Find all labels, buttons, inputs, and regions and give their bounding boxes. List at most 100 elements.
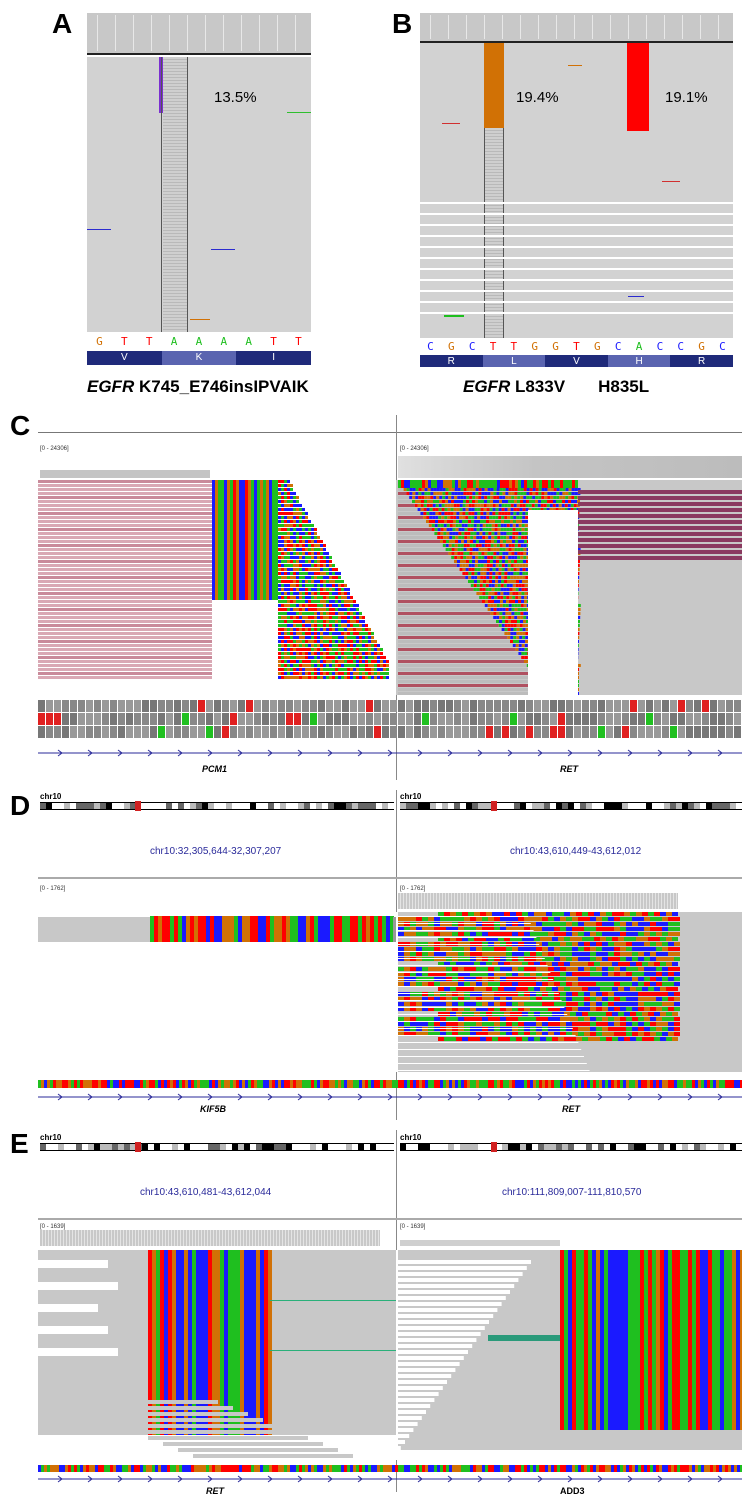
read-segment <box>320 676 323 679</box>
read-segment <box>293 500 296 503</box>
read-segment <box>512 592 515 595</box>
read-segment <box>38 484 212 487</box>
read-segment <box>356 664 359 667</box>
read-segment <box>517 556 520 559</box>
read-segment <box>356 628 359 631</box>
read-segment <box>509 592 512 595</box>
read-segment <box>302 632 305 635</box>
read-segment <box>463 504 466 507</box>
read-segment <box>326 572 329 575</box>
read-segment <box>433 508 436 511</box>
read-segment <box>578 514 742 518</box>
read-gaps <box>420 193 733 323</box>
read-segment <box>287 492 290 495</box>
read-segment <box>525 528 528 531</box>
split-reads-e <box>38 1250 742 1460</box>
read-segment <box>284 528 287 531</box>
read-segment <box>416 1002 422 1006</box>
read-segment <box>500 592 503 595</box>
read-segment <box>481 568 484 571</box>
read-segment <box>466 500 469 503</box>
read-segment <box>454 508 457 511</box>
read-segment <box>449 532 452 535</box>
read-segment <box>618 937 624 941</box>
read-segment <box>38 532 212 535</box>
read-segment <box>377 672 380 675</box>
read-segment <box>578 508 742 512</box>
read-segment <box>450 528 453 531</box>
read-segment <box>296 536 299 539</box>
read-segment <box>516 1037 522 1041</box>
read-segment <box>521 540 524 543</box>
read-segment <box>519 588 522 591</box>
read-segment <box>506 596 509 599</box>
read-segment <box>488 952 494 956</box>
read-segment <box>320 616 323 619</box>
read-segment <box>590 977 596 981</box>
read-segment <box>268 1250 272 1435</box>
read-segment <box>496 492 499 495</box>
read-segment <box>329 644 332 647</box>
read-segment <box>305 628 308 631</box>
read-segment <box>404 947 410 951</box>
read-segment <box>415 504 418 507</box>
read-segment <box>542 917 548 921</box>
read-segment <box>278 560 281 563</box>
read-segment <box>505 628 508 631</box>
read-segment <box>648 912 654 916</box>
read-segment <box>514 612 517 615</box>
read-segment <box>648 937 654 941</box>
alignment-track-b <box>420 43 733 338</box>
read-segment <box>341 632 344 635</box>
read-segment <box>317 580 320 583</box>
read-segment <box>650 977 656 981</box>
read-segment <box>350 672 353 675</box>
read-segment <box>287 652 290 655</box>
read-segment <box>521 600 524 603</box>
read-segment <box>608 917 614 921</box>
read-segment <box>457 500 460 503</box>
read-segment <box>616 1250 620 1430</box>
read-segment <box>509 536 512 539</box>
read-segment <box>398 684 528 687</box>
read-segment <box>632 957 638 961</box>
read-segment <box>296 564 299 567</box>
read-segment <box>398 1278 518 1282</box>
read-segment <box>572 957 578 961</box>
read-segment <box>38 660 212 663</box>
read-segment <box>469 560 472 563</box>
read-segment <box>398 524 429 527</box>
read-segment <box>281 604 284 607</box>
read-segment <box>511 616 514 619</box>
read-segment <box>398 644 513 647</box>
read-segment <box>287 576 290 579</box>
chromosome-label-d-left: chr10 <box>40 792 61 801</box>
read-segment <box>341 588 344 591</box>
read-segment <box>478 496 481 499</box>
read-segment <box>347 656 350 659</box>
read-segment <box>596 967 602 971</box>
read-segment <box>317 660 320 663</box>
read-segment <box>326 584 329 587</box>
read-segment <box>344 644 347 647</box>
read-segment <box>602 947 608 951</box>
read-segment <box>422 488 425 491</box>
read-segment <box>512 540 515 543</box>
read-segment <box>353 612 356 615</box>
read-segment <box>502 624 505 627</box>
read-segment <box>320 660 323 663</box>
read-segment <box>590 927 596 931</box>
read-segment <box>525 584 528 587</box>
read-segment <box>668 947 674 951</box>
read-segment <box>447 528 450 531</box>
read-segment <box>501 572 504 575</box>
read-segment <box>341 596 344 599</box>
read-segment <box>320 644 323 647</box>
read-segment <box>281 552 284 555</box>
read-segment <box>305 612 308 615</box>
read-segment <box>590 952 596 956</box>
read-segment <box>506 967 512 971</box>
read-segment <box>486 584 489 587</box>
read-segment <box>498 528 501 531</box>
read-segment <box>674 977 680 981</box>
